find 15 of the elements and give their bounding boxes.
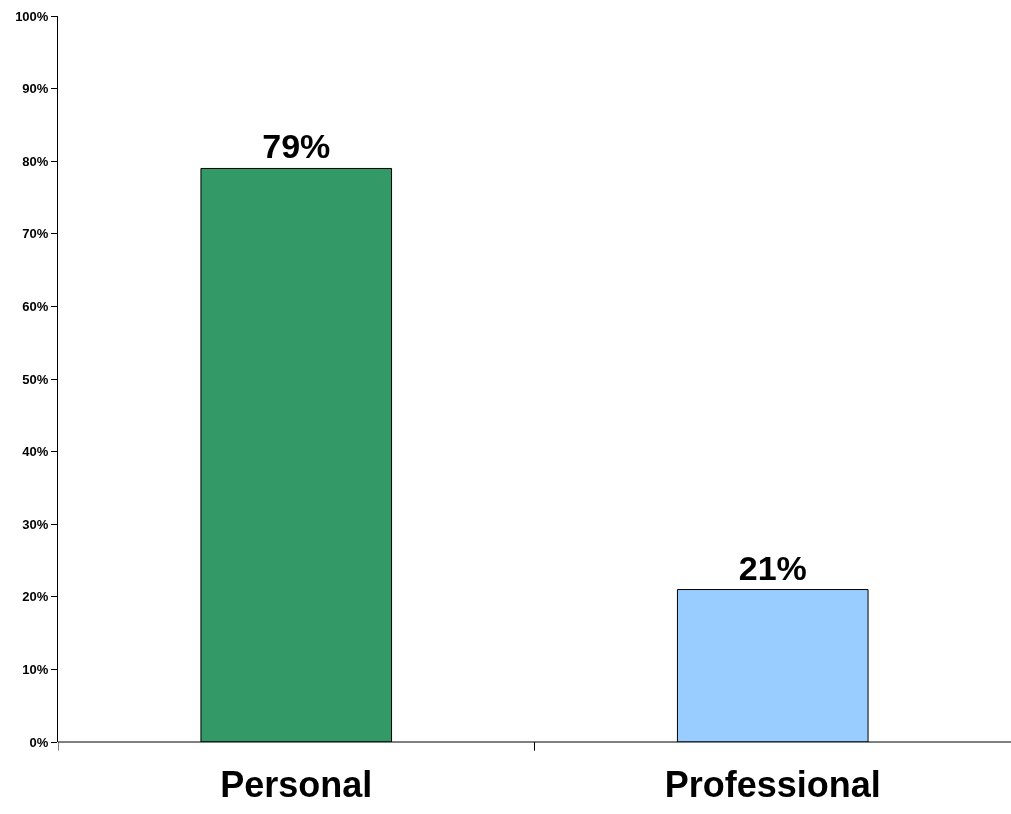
x-tick-label: Professional [664, 764, 881, 805]
y-tick-label: 70% [22, 226, 49, 242]
y-tick-label: 80% [22, 153, 49, 169]
y-tick-label: 40% [22, 444, 49, 460]
y-tick-label: 60% [22, 298, 49, 314]
y-tick-label: 20% [22, 589, 49, 605]
y-tick-label: 30% [22, 516, 49, 532]
y-tick-label: 100% [15, 8, 49, 24]
y-tick-label: 10% [22, 661, 49, 677]
y-tick-label: 90% [22, 81, 49, 97]
data-label: 21% [738, 548, 807, 587]
y-tick-label: 50% [22, 371, 49, 387]
data-label: 79% [262, 127, 331, 166]
y-tick-label: 0% [29, 734, 49, 750]
x-tick-label: Personal [220, 764, 373, 805]
